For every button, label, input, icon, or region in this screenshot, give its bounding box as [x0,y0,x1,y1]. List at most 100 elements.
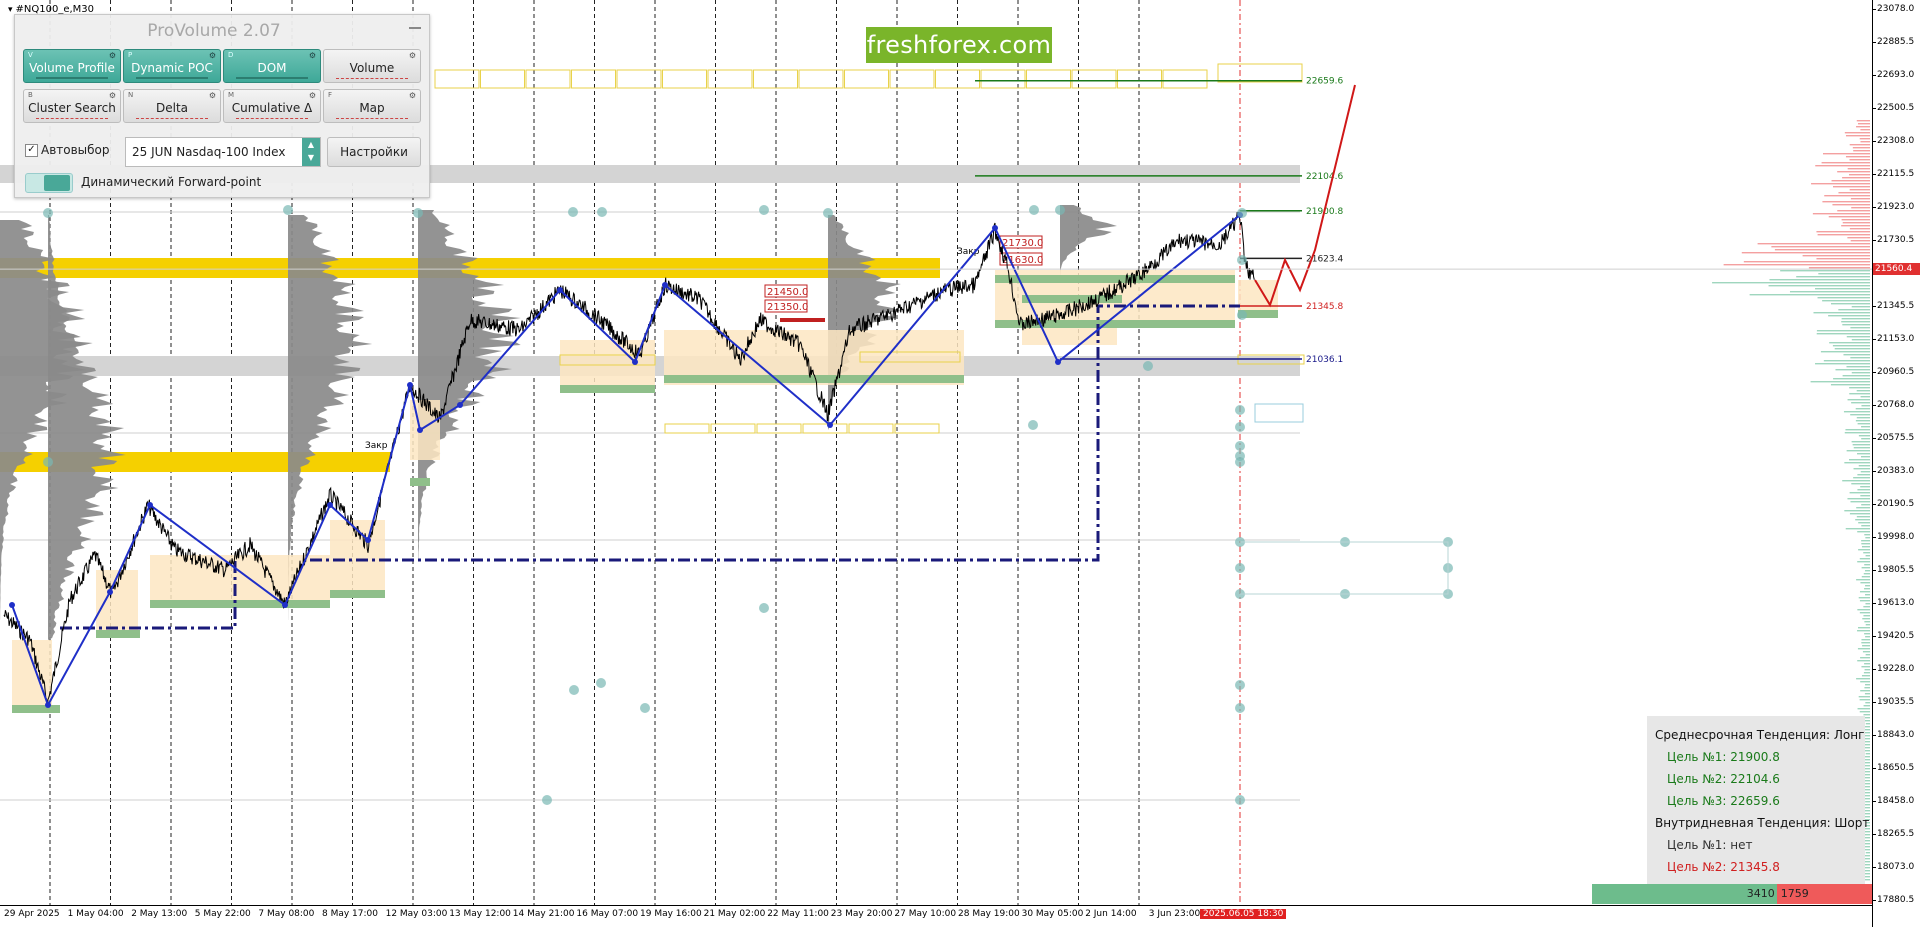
price-tick: 18843.0 [1872,730,1915,740]
hotkey-label: B [28,91,33,99]
price-tick: 19228.0 [1872,664,1915,674]
dom-bar [1850,327,1870,329]
dom-bar [1864,564,1870,566]
level-box [616,69,662,89]
dom-bar [1857,489,1870,491]
price-axis[interactable]: 23078.0 22885.5 22693.0 22500.5 22308.0 22115… [1872,0,1920,927]
dom-bar [1843,411,1870,413]
dom-bar [1863,771,1870,773]
dom-bar [1863,606,1870,608]
dom-bar [1828,315,1870,317]
dom-bar [1864,588,1870,590]
dom-bar [1852,147,1870,149]
dom-bar [1864,720,1870,722]
time-tick: 8 May 17:00 [322,909,378,919]
dom-bar [1838,192,1870,194]
toggle-dom-button[interactable]: D ⚙ DOM [223,49,321,83]
dom-bar [1768,285,1870,287]
dom-bar [1847,498,1870,500]
toggle-volume-profile-button[interactable]: V ⚙ Volume Profile [23,49,121,83]
dom-bar [1865,594,1870,596]
dom-bar [1833,378,1870,380]
trend-panel: Среднесрочная Тенденция: Лонг Цель №1: 2… [1647,716,1869,884]
forward-point-dot [1237,208,1247,218]
dom-bar [1864,819,1870,821]
level-box [434,69,480,89]
dom-bar [1861,738,1870,740]
dom-bar [1842,480,1870,482]
dom-bar [1865,636,1870,638]
gear-icon[interactable]: ⚙ [308,51,316,60]
forward-point-dot [759,205,769,215]
forward-point-dot [283,205,293,215]
toggle-dynamic-poc-button[interactable]: P ⚙ Dynamic POC [123,49,221,83]
dom-bar [1820,351,1870,353]
time-axis[interactable]: 29 Apr 2025 1 May 04:00 2 May 13:00 5 May 2… [0,905,1872,928]
forward-point-dot [1235,680,1245,690]
settings-button[interactable]: Настройки [327,137,421,167]
volume-profile [288,215,373,620]
instrument-select[interactable]: 25 JUN Nasdaq-100 Index ▲ ▼ [125,137,321,167]
dom-bar [1834,348,1870,350]
gear-icon[interactable]: ⚙ [108,51,116,60]
checkbox-check-icon[interactable]: ✓ [25,144,38,157]
dom-bar [1859,600,1870,602]
dom-bar [1857,609,1870,611]
gear-icon[interactable]: ⚙ [408,91,416,100]
dom-bar [1843,354,1870,356]
dom-bar [1863,831,1870,833]
dom-bar [1856,507,1870,509]
minimize-icon[interactable] [409,27,421,29]
forward-point-dot [1029,205,1039,215]
intra-target-2: Цель №2: 21345.8 [1667,860,1780,874]
dom-bar [1842,177,1870,179]
level-box [1217,63,1303,83]
gear-icon[interactable]: ⚙ [308,91,316,100]
poc-line [1238,310,1278,318]
toggle-cluster-search-button[interactable]: B ⚙ Cluster Search [23,89,121,123]
dom-bar [1816,258,1870,260]
dom-bar [1857,648,1870,650]
forward-point-toggle[interactable] [25,173,73,193]
gear-icon[interactable]: ⚙ [108,91,116,100]
price-series [3,211,1255,707]
poc-line [1022,295,1122,303]
toggle-delta-button[interactable]: N ⚙ Delta [123,89,221,123]
dom-bar [1835,369,1870,371]
autoselect-checkbox[interactable]: ✓ Автовыбор [25,143,110,157]
intra-target-1: Цель №1: нет [1667,838,1753,852]
dom-bar [1858,597,1870,599]
dom-bar [1856,120,1870,122]
hotkey-label: P [128,51,133,59]
dom-bar [1832,204,1870,206]
dom-bar [1864,735,1870,737]
price-tick: 18458.0 [1872,796,1915,806]
dom-bar [1833,186,1870,188]
dom-bar [1858,465,1870,467]
annotation: Закр [957,247,980,257]
spinner-icon[interactable]: ▲ ▼ [302,138,320,166]
dom-bar [1862,873,1870,875]
dom-bar [1849,387,1870,389]
dom-bar [1864,570,1870,572]
level-box [480,69,525,89]
poc-line [330,590,385,598]
gear-icon[interactable]: ⚙ [208,91,216,100]
cursor-time-tag: 2025.06.05 18:30 [1200,909,1287,919]
toggle-volume-button[interactable]: ⚙ Volume [323,49,421,83]
gear-icon[interactable]: ⚙ [408,51,416,60]
gear-icon[interactable]: ⚙ [208,51,216,60]
toggle-cumulative-button[interactable]: M ⚙ Cumulative Δ [223,89,321,123]
price-tick: 21153.0 [1872,334,1915,344]
button-label: Cumulative Δ [231,101,313,115]
forward-point-dot [596,678,606,688]
instrument-value: 25 JUN Nasdaq-100 Index [132,145,286,159]
forward-point-dot [1235,703,1245,713]
dom-bar [1844,462,1870,464]
dom-bar [1846,450,1870,452]
dom-bar [1845,156,1870,158]
dom-bar [1856,678,1870,680]
dom-bar [1860,690,1870,692]
toggle-map-button[interactable]: F ⚙ Map [323,89,421,123]
level-box [802,423,848,434]
